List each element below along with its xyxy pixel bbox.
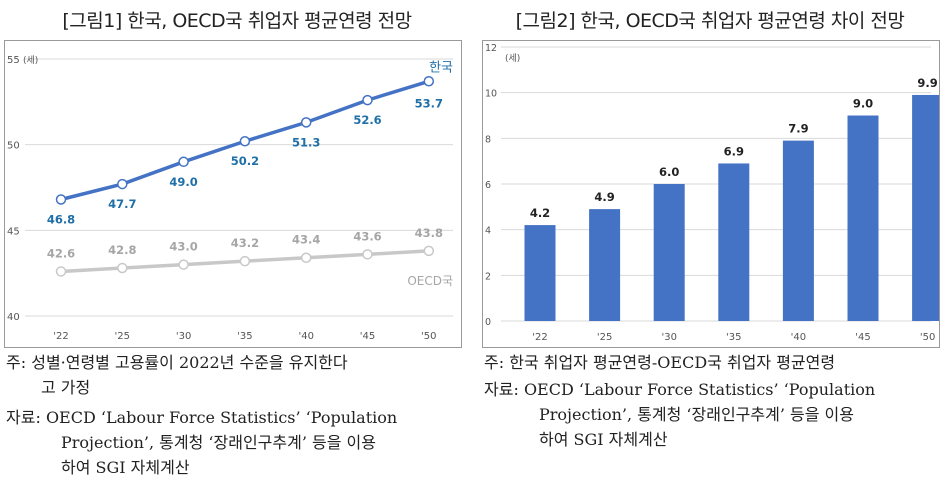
x-tick-label-3: '35 [726,332,741,343]
series-name-label-1: OECD국 [407,274,453,288]
bar-0 [524,225,556,321]
left-source-line-2: Projection’, 통계청 ‘장래인구추계’ 등을 이용 [61,433,376,452]
left-source-label: 자료: [6,408,41,427]
right-source-label: 자료: [484,380,519,399]
series-1-point-1 [117,262,128,274]
left-source: 자료: OECD ‘Labour Force Statistics’ ‘Popu… [6,405,397,430]
y-tick-label-40: 40 [7,312,20,323]
series-1-point-2 [178,259,189,270]
chart1-title: [그림1] 한국, OECD국 취업자 평균연령 전망 [62,10,412,32]
series-0-data-label-1: 47.7 [108,197,136,211]
series-1-data-label-1: 42.8 [108,243,136,257]
series-0-data-label-6: 53.7 [415,96,443,110]
y-tick-label-55: 55 [7,55,20,66]
right-note-line-1: 한국 취업자 평균연령-OECD국 취업자 평균연령 [509,353,836,372]
series-0-point-1 [117,178,128,190]
left-note: 주: 성별·연령별 고용률이 2022년 수준을 유지한다 [6,350,348,375]
y-tick-label-4: 4 [485,226,491,237]
right-source-line-1: OECD ‘Labour Force Statistics’ ‘Populati… [523,380,876,399]
y-tick-label-12: 12 [485,43,497,54]
bar-1 [589,209,621,321]
chart2-title: [그림2] 한국, OECD국 취업자 평균연령 차이 전망 [515,10,905,32]
left-note-label: 주: [6,353,27,372]
series-1-data-label-3: 43.2 [231,236,259,250]
line-chart: 40 45 50 55 (세) '22 '25 '30 '35 '40 '45 '50 46.8 47.7… [7,55,453,342]
series-1-point-3 [239,255,251,267]
y-tick-label-8: 8 [485,134,491,145]
bar-data-label-3: 6.9 [724,144,744,158]
y-tick-label-10: 10 [485,89,497,100]
series-0-point-5 [362,94,373,106]
x-tick-label-5: '45 [855,332,870,343]
x-tick-label-1: '25 [597,332,612,343]
y-tick-label-45: 45 [7,226,20,237]
bar-4 [782,140,814,321]
series-0-point-0 [55,194,67,205]
bar-chart: 0 2 4 6 8 10 12 (세) 4.2 '22 4.9 '25 6.0 '30 6.9 '35 7.9 '… [485,43,939,343]
left-note-line-2: 고 가정 [41,378,91,397]
x-tick-label-0: '22 [53,331,68,342]
bar-chart-panel: 0 2 4 6 8 10 12 (세) 4.2 '22 4.9 '25 6.0 '30 6.9 '35 7.9 '… [482,40,940,348]
bar-3 [718,163,750,321]
bar-5 [847,115,879,321]
y-tick-label-2: 2 [485,271,491,282]
x-tick-label-2: '30 [176,331,191,342]
bar-data-label-1: 4.9 [594,190,614,204]
series-1-point-6 [423,245,435,257]
right-note-label: 주: [484,353,505,372]
series-0-data-label-5: 52.6 [353,113,381,127]
bar-6 [912,94,939,321]
y-unit-label: (세) [505,53,520,64]
bar-data-label-4: 7.9 [788,122,808,136]
series-0-data-label-2: 49.0 [169,175,197,189]
series-1-data-label-0: 42.6 [47,246,75,260]
x-tick-label-5: '45 [360,331,375,342]
series-0-data-label-0: 46.8 [47,212,75,226]
right-note: 주: 한국 취업자 평균연령-OECD국 취업자 평균연령 [484,350,835,375]
right-source: 자료: OECD ‘Labour Force Statistics’ ‘Popu… [484,377,875,402]
y-tick-label-0: 0 [485,317,491,328]
bar-data-label-5: 9.0 [853,97,873,111]
left-note-line-1: 성별·연령별 고용률이 2022년 수준을 유지한다 [31,353,348,372]
series-name-label-0: 한국 [429,60,453,75]
series-1-data-label-5: 43.6 [353,229,381,243]
right-source-line-2: Projection’, 통계청 ‘장래인구추계’ 등을 이용 [539,405,854,424]
bar-data-label-2: 6.0 [659,165,679,179]
series-1-data-label-2: 43.0 [169,240,197,254]
x-tick-label-4: '40 [298,331,313,342]
series-0-point-3 [239,135,251,147]
x-tick-label-4: '40 [791,332,806,343]
series-0-point-4 [300,117,312,128]
bar-2 [653,184,685,321]
series-1-data-label-6: 43.8 [415,226,443,240]
bar-data-label-6: 9.9 [917,76,937,90]
x-tick-label-6: '50 [920,332,935,343]
series-1-point-4 [300,252,312,263]
y-tick-label-50: 50 [7,141,20,152]
x-tick-label-6: '50 [421,331,436,342]
x-tick-label-0: '22 [532,332,547,343]
x-tick-label-1: '25 [115,331,130,342]
y-tick-label-6: 6 [485,180,491,191]
right-source-line-3: 하여 SGI 자체계산 [539,430,668,449]
left-source-line-3: 하여 SGI 자체계산 [61,458,190,477]
series-0-point-2 [178,156,189,168]
series-0-data-label-3: 50.2 [231,154,259,168]
left-source-line-1: OECD ‘Labour Force Statistics’ ‘Populati… [45,408,398,427]
series-1-point-0 [55,266,67,277]
series-1-data-label-4: 43.4 [292,233,320,247]
x-tick-label-2: '30 [661,332,676,343]
line-chart-panel: 40 45 50 55 (세) '22 '25 '30 '35 '40 '45 '50 46.8 47.7… [4,40,462,348]
series-0-data-label-4: 51.3 [292,135,320,149]
y-unit-label: (세) [23,55,38,66]
series-0-point-6 [423,76,435,87]
bar-data-label-0: 4.2 [530,206,550,220]
series-1-point-5 [362,249,373,260]
x-tick-label-3: '35 [237,331,252,342]
